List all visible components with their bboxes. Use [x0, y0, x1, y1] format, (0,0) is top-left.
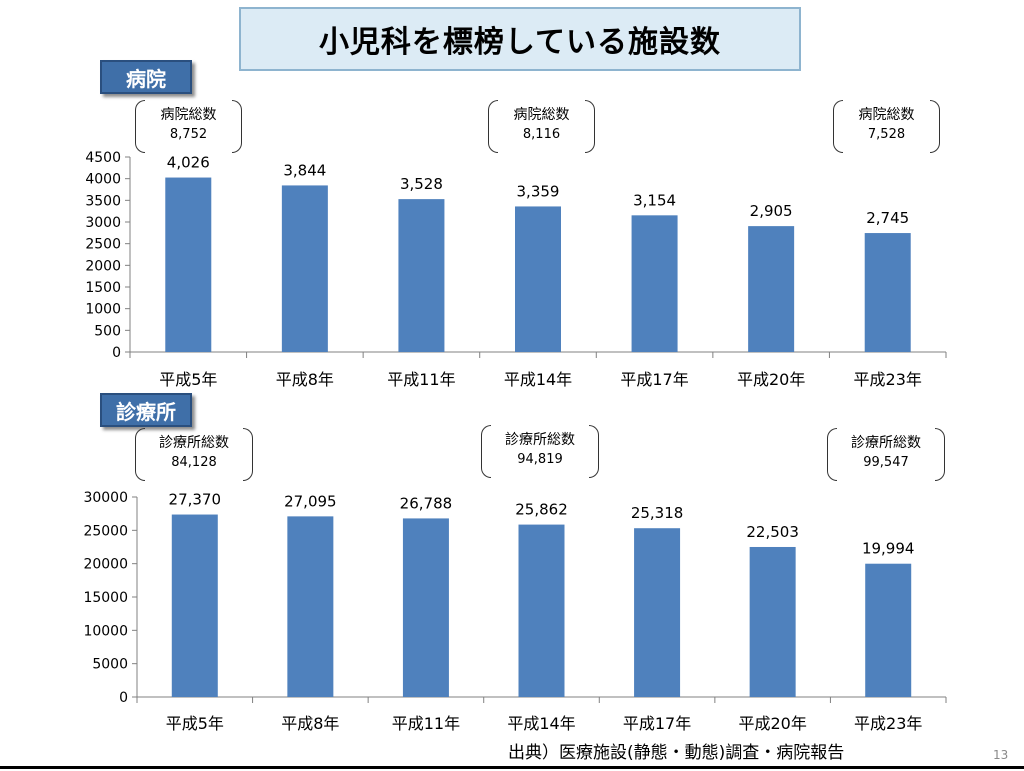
category-label: 平成17年 — [620, 370, 688, 389]
y-tick-label: 20000 — [83, 557, 128, 573]
y-tick-label: 4500 — [85, 150, 121, 166]
y-tick-label: 1500 — [85, 280, 121, 296]
clinic-section-label: 診療所 — [100, 393, 192, 427]
bottom-rule — [0, 766, 1024, 769]
bar — [634, 528, 681, 697]
data-label: 22,503 — [746, 523, 799, 541]
category-label: 平成11年 — [387, 370, 455, 389]
data-label: 25,862 — [515, 501, 568, 519]
total-label: 病院総数 — [513, 107, 570, 123]
y-tick-label: 0 — [119, 690, 128, 706]
bar — [749, 546, 796, 697]
category-label: 平成11年 — [392, 714, 460, 733]
bar — [865, 563, 912, 697]
category-label: 平成17年 — [623, 714, 691, 733]
bar — [281, 185, 328, 352]
y-tick-label: 1000 — [85, 302, 121, 318]
bar — [864, 233, 911, 352]
y-tick-label: 3500 — [85, 193, 121, 209]
hospital-total-callout: 病院総数 8,752 — [135, 100, 242, 153]
page-title: 小児科を標榜している施設数 — [239, 7, 801, 71]
total-label: 診療所総数 — [505, 432, 575, 448]
clinic-total-callout: 診療所総数 99,547 — [827, 428, 945, 481]
bar — [171, 514, 218, 697]
category-label: 平成14年 — [507, 714, 575, 733]
category-label: 平成8年 — [276, 370, 334, 389]
bar — [748, 226, 795, 352]
hospital-bar-chart: 0 500 1000 1500 2000 2500 3000 3500 4000 4500 4,02… — [85, 150, 947, 389]
clinic-total-callout: 診療所総数 94,819 — [481, 425, 599, 478]
y-tick-label: 15000 — [83, 590, 128, 606]
total-value: 8,752 — [169, 127, 208, 142]
category-label: 平成20年 — [737, 370, 805, 389]
bar — [518, 524, 565, 697]
data-label: 26,788 — [400, 494, 453, 512]
data-label: 3,359 — [517, 182, 560, 200]
total-label: 病院総数 — [858, 107, 915, 123]
category-label: 平成23年 — [854, 370, 922, 389]
hospital-section-label: 病院 — [100, 60, 192, 94]
total-label: 診療所総数 — [159, 435, 229, 451]
total-value: 94,819 — [517, 452, 563, 467]
category-label: 平成5年 — [166, 714, 224, 733]
y-tick-label: 2000 — [85, 258, 121, 274]
category-label: 平成20年 — [738, 714, 806, 733]
y-tick-label: 4000 — [85, 172, 121, 188]
total-value: 84,128 — [171, 455, 217, 470]
data-label: 25,318 — [631, 504, 684, 522]
y-tick-label: 5000 — [92, 657, 128, 673]
bar — [402, 518, 449, 697]
bar — [631, 215, 678, 352]
data-label: 2,745 — [866, 209, 909, 227]
y-tick-label: 3000 — [85, 215, 121, 231]
data-label: 3,528 — [400, 175, 443, 193]
y-tick-label: 0 — [112, 345, 121, 361]
data-label: 4,026 — [167, 154, 210, 172]
total-value: 8,116 — [522, 127, 561, 142]
data-label: 27,095 — [284, 492, 337, 510]
data-label: 2,905 — [750, 202, 793, 220]
source-note: 出典）医療施設(静態・動態)調査・病院報告 — [508, 743, 845, 763]
bar — [398, 199, 445, 352]
hospital-total-callout: 病院総数 8,116 — [488, 100, 595, 153]
category-label: 平成8年 — [281, 714, 339, 733]
total-value: 7,528 — [867, 127, 906, 142]
data-label: 3,154 — [633, 191, 676, 209]
bar — [287, 516, 334, 697]
y-tick-label: 10000 — [83, 623, 128, 639]
data-label: 19,994 — [862, 540, 915, 558]
category-label: 平成14年 — [504, 370, 572, 389]
total-label: 病院総数 — [160, 107, 217, 123]
y-tick-label: 2500 — [85, 237, 121, 253]
data-label: 27,370 — [169, 491, 222, 509]
category-label: 平成5年 — [159, 370, 217, 389]
bar — [515, 206, 561, 352]
y-tick-label: 25000 — [83, 523, 128, 539]
hospital-total-callout: 病院総数 7,528 — [833, 100, 940, 153]
total-label: 診療所総数 — [851, 435, 921, 451]
clinic-total-callout: 診療所総数 84,128 — [135, 428, 253, 481]
page-number: 13 — [993, 748, 1009, 762]
total-value: 99,547 — [863, 455, 909, 470]
category-label: 平成23年 — [854, 714, 922, 733]
bar — [165, 177, 212, 352]
y-tick-label: 500 — [94, 323, 121, 339]
y-tick-label: 30000 — [83, 490, 128, 506]
data-label: 3,844 — [283, 161, 326, 179]
